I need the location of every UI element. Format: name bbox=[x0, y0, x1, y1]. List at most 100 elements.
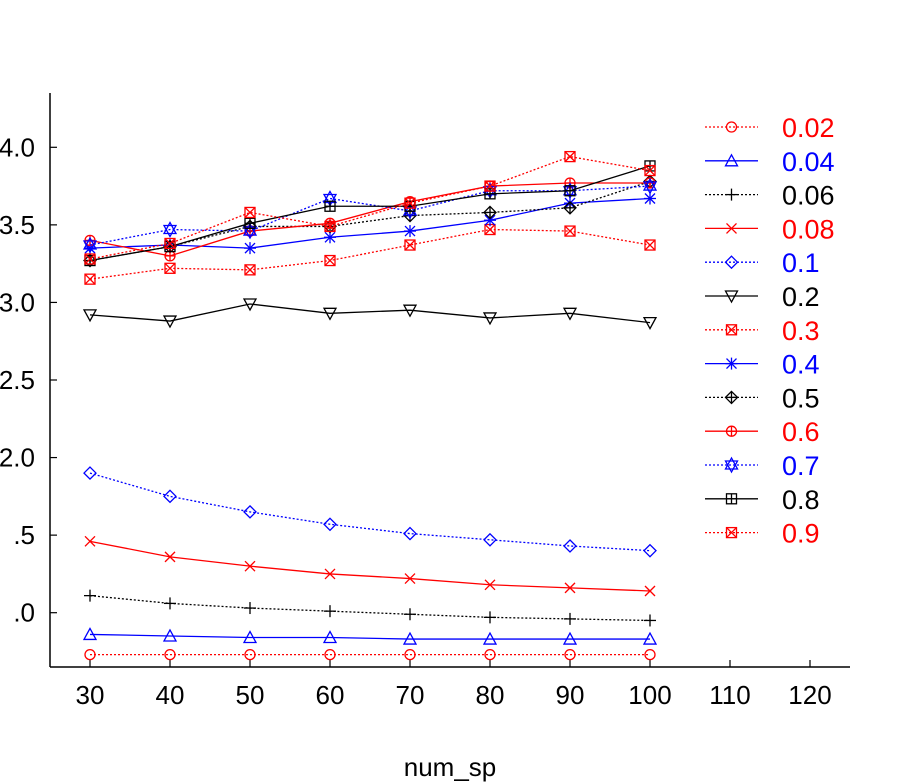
data-point bbox=[164, 250, 176, 262]
legend-label: 0.6 bbox=[782, 417, 820, 447]
legend-entry: 0.04 bbox=[705, 147, 835, 177]
y-tick-label: 4.0 bbox=[0, 132, 35, 162]
legend: 0.02 0.04 0.060.08 0.1 0.2 0.3 0.40.5 0.6 0.7 0.8… bbox=[705, 113, 835, 549]
legend-marker bbox=[724, 153, 739, 167]
legend-label: 0.7 bbox=[782, 451, 820, 481]
data-point bbox=[242, 630, 258, 644]
data-point bbox=[564, 582, 576, 594]
data-point bbox=[84, 589, 96, 602]
data-point bbox=[82, 236, 98, 254]
data-point bbox=[404, 648, 416, 661]
series-0_1 bbox=[83, 466, 657, 558]
data-point bbox=[483, 532, 497, 547]
series-line bbox=[89, 180, 651, 262]
legend-entry: 0.6 bbox=[705, 417, 820, 447]
data-point bbox=[322, 630, 338, 644]
series-0_9 bbox=[84, 150, 656, 265]
data-point bbox=[403, 526, 417, 541]
data-point bbox=[564, 612, 576, 625]
legend-marker bbox=[725, 357, 738, 370]
data-point bbox=[404, 573, 416, 585]
data-point bbox=[322, 307, 338, 321]
data-point bbox=[324, 254, 336, 267]
data-point bbox=[643, 543, 657, 558]
data-point bbox=[324, 648, 336, 661]
data-point bbox=[564, 150, 576, 163]
series-line bbox=[89, 182, 650, 257]
y-tick-label: 2.5 bbox=[0, 365, 35, 395]
y-tick-label: .5 bbox=[13, 520, 35, 550]
legend-label: 0.1 bbox=[782, 248, 820, 278]
data-point bbox=[242, 298, 258, 312]
data-point bbox=[324, 220, 336, 233]
series-line bbox=[89, 155, 651, 260]
axes-layer: 30 40 50 60 70 80 90 100 110 120 .0 .5 2.0 2.5 3.0 3.5 4… bbox=[0, 93, 850, 710]
legend-marker bbox=[724, 456, 739, 474]
data-point bbox=[564, 225, 576, 237]
series-0_06 bbox=[84, 589, 656, 627]
legend-label: 0.06 bbox=[782, 181, 835, 211]
data-point bbox=[324, 605, 336, 618]
data-point bbox=[484, 611, 496, 624]
data-point bbox=[324, 200, 336, 212]
series-line bbox=[89, 303, 651, 324]
data-point bbox=[162, 315, 178, 329]
data-point bbox=[484, 648, 496, 661]
data-point bbox=[644, 192, 656, 205]
legend-entry: 0.8 bbox=[705, 485, 820, 515]
data-point bbox=[162, 221, 178, 238]
series-line bbox=[89, 633, 650, 640]
data-point bbox=[84, 648, 96, 661]
legend-entry: 0.5 bbox=[705, 383, 820, 413]
series-line bbox=[89, 197, 651, 249]
x-tick-label: 90 bbox=[556, 680, 585, 710]
x-tick-label: 30 bbox=[76, 680, 105, 710]
series-0_04 bbox=[82, 627, 658, 645]
data-point bbox=[482, 631, 498, 645]
data-point bbox=[402, 304, 418, 318]
data-point bbox=[484, 579, 496, 591]
legend-entry: 0.08 bbox=[705, 214, 835, 244]
data-point bbox=[84, 253, 96, 265]
data-point bbox=[563, 200, 577, 215]
data-point bbox=[642, 316, 658, 330]
data-point bbox=[482, 312, 498, 326]
legend-label: 0.4 bbox=[782, 350, 820, 380]
series-line bbox=[89, 540, 651, 592]
y-tick-label: 3.5 bbox=[0, 210, 35, 240]
series-0_3 bbox=[84, 223, 656, 285]
data-point bbox=[644, 239, 656, 251]
data-point bbox=[564, 185, 576, 197]
legend-label: 0.9 bbox=[782, 519, 820, 549]
legend-marker bbox=[725, 121, 738, 133]
data-point bbox=[644, 614, 656, 627]
data-point bbox=[83, 466, 97, 481]
data-point bbox=[562, 307, 578, 321]
data-point bbox=[404, 225, 416, 238]
legend-marker bbox=[726, 222, 737, 234]
data-point bbox=[82, 309, 98, 323]
legend-entry: 0.7 bbox=[705, 451, 820, 481]
data-point bbox=[82, 627, 98, 641]
legend-entry: 0.2 bbox=[705, 282, 820, 312]
x-tick-label: 60 bbox=[316, 680, 345, 710]
legend-marker bbox=[725, 425, 738, 437]
legend-label: 0.3 bbox=[782, 316, 820, 346]
legend-entry: 0.02 bbox=[705, 113, 835, 143]
legend-label: 0.5 bbox=[782, 383, 820, 413]
data-point bbox=[244, 217, 256, 229]
data-point bbox=[404, 197, 416, 209]
legend-label: 0.02 bbox=[782, 113, 835, 143]
x-axis-title: num_sp bbox=[404, 752, 497, 782]
legend-entry: 0.06 bbox=[705, 181, 835, 211]
data-point bbox=[484, 180, 496, 192]
series-0_02 bbox=[84, 648, 656, 661]
x-tick-label: 70 bbox=[396, 680, 425, 710]
data-point bbox=[164, 648, 176, 661]
legend-marker bbox=[725, 493, 738, 505]
x-tick-label: 120 bbox=[788, 680, 831, 710]
legend-entry: 0.3 bbox=[705, 316, 820, 346]
x-tick-label: 40 bbox=[156, 680, 185, 710]
data-point bbox=[644, 648, 656, 661]
data-point bbox=[402, 631, 418, 645]
